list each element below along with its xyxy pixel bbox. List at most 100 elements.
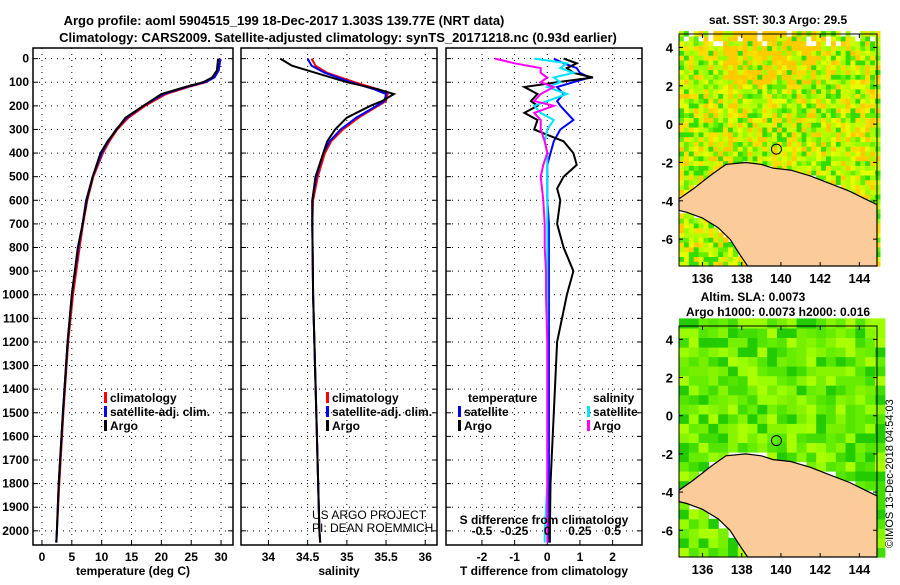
map-cell [855, 98, 861, 104]
map-cell [791, 35, 798, 42]
map-cell [713, 112, 719, 118]
map-cell [703, 107, 709, 114]
map-cell [875, 356, 886, 367]
map-cell [708, 141, 714, 147]
map-cell [767, 136, 773, 142]
y-tick-label: 1500 [2, 406, 29, 420]
map-cell [835, 112, 842, 118]
map-cell [875, 40, 881, 47]
map-cell [791, 79, 798, 85]
map-cell [688, 375, 700, 386]
map-cell [870, 155, 876, 162]
map-cell [688, 160, 695, 166]
map-cell [703, 122, 709, 128]
map-cell [679, 160, 685, 166]
map-cell [850, 50, 856, 56]
map-cell [811, 103, 817, 109]
map-cell [821, 55, 827, 61]
map-cell [767, 337, 778, 348]
map-cell [767, 160, 773, 166]
map-cell [742, 98, 749, 104]
map-cell [762, 88, 768, 94]
map-cell [870, 160, 876, 166]
map-cell [835, 404, 847, 415]
credit-project: US ARGO PROJECT [312, 508, 427, 522]
map-cell [718, 394, 729, 405]
map-cell [816, 413, 827, 424]
map-cell [811, 55, 817, 61]
map-cell [679, 222, 685, 229]
map-cell [865, 117, 871, 123]
map-cell [728, 64, 734, 71]
map-cell [870, 83, 876, 90]
map-cell [821, 122, 827, 128]
map-cell [835, 83, 842, 90]
map-cell [679, 213, 685, 219]
map-cell [703, 146, 709, 152]
map-cell [875, 88, 881, 94]
lat-tick-label: 4 [666, 332, 674, 347]
map-cell [732, 79, 739, 85]
map-cell [781, 64, 788, 71]
map-cell [826, 337, 837, 348]
map-cell [679, 74, 685, 80]
map-cell [777, 74, 783, 80]
map-cell [713, 227, 719, 234]
map-cell [786, 112, 793, 118]
map-cell [781, 155, 788, 162]
map-cell [698, 261, 705, 267]
map-cell [777, 146, 783, 152]
map-cell [835, 385, 847, 396]
map-cell [870, 88, 876, 94]
map-cell [688, 222, 695, 229]
map-cell [762, 136, 768, 142]
map-cell [875, 160, 881, 166]
map-cell [723, 151, 729, 157]
map-cell [821, 117, 827, 123]
map-cell [703, 55, 709, 61]
map-cell [757, 64, 763, 71]
map-cell [693, 93, 700, 99]
map-cell [718, 88, 724, 94]
map-cell [811, 98, 817, 104]
map-cell [747, 423, 758, 434]
map-cell [855, 136, 861, 142]
map-cell [845, 375, 856, 386]
map-cell [732, 40, 739, 47]
map-cell [708, 327, 719, 338]
map-cell [816, 170, 822, 176]
map-cell [679, 242, 685, 248]
map-cell [679, 499, 690, 510]
map-cell [708, 385, 719, 396]
map-cell [865, 79, 871, 85]
map-cell [845, 117, 852, 123]
map-cell [737, 122, 744, 128]
map-cell [796, 93, 803, 99]
map-cell [718, 347, 729, 358]
map-cell [737, 45, 744, 51]
map-cell [860, 79, 866, 85]
map-cell [752, 59, 758, 66]
map-cell [850, 88, 856, 94]
map-cell [757, 327, 768, 338]
map-cell [772, 112, 778, 118]
map-cell [806, 50, 812, 56]
map-cell [708, 356, 719, 367]
map-cell [816, 404, 827, 415]
map-cell [796, 327, 807, 338]
map-cell [762, 50, 768, 56]
map-cell [718, 327, 729, 338]
y-tick-label: 1100 [3, 311, 29, 325]
map-cell [855, 88, 861, 94]
map-cell [840, 88, 847, 94]
map-cell [850, 146, 856, 152]
map-cell [855, 117, 861, 123]
map-cell [840, 59, 847, 66]
map-cell [688, 213, 695, 219]
map-cell [742, 127, 749, 133]
map-cell [796, 40, 803, 47]
map-cell [757, 50, 763, 56]
map-cell [816, 385, 827, 396]
map-cell [786, 83, 793, 90]
map-cell [728, 261, 734, 267]
